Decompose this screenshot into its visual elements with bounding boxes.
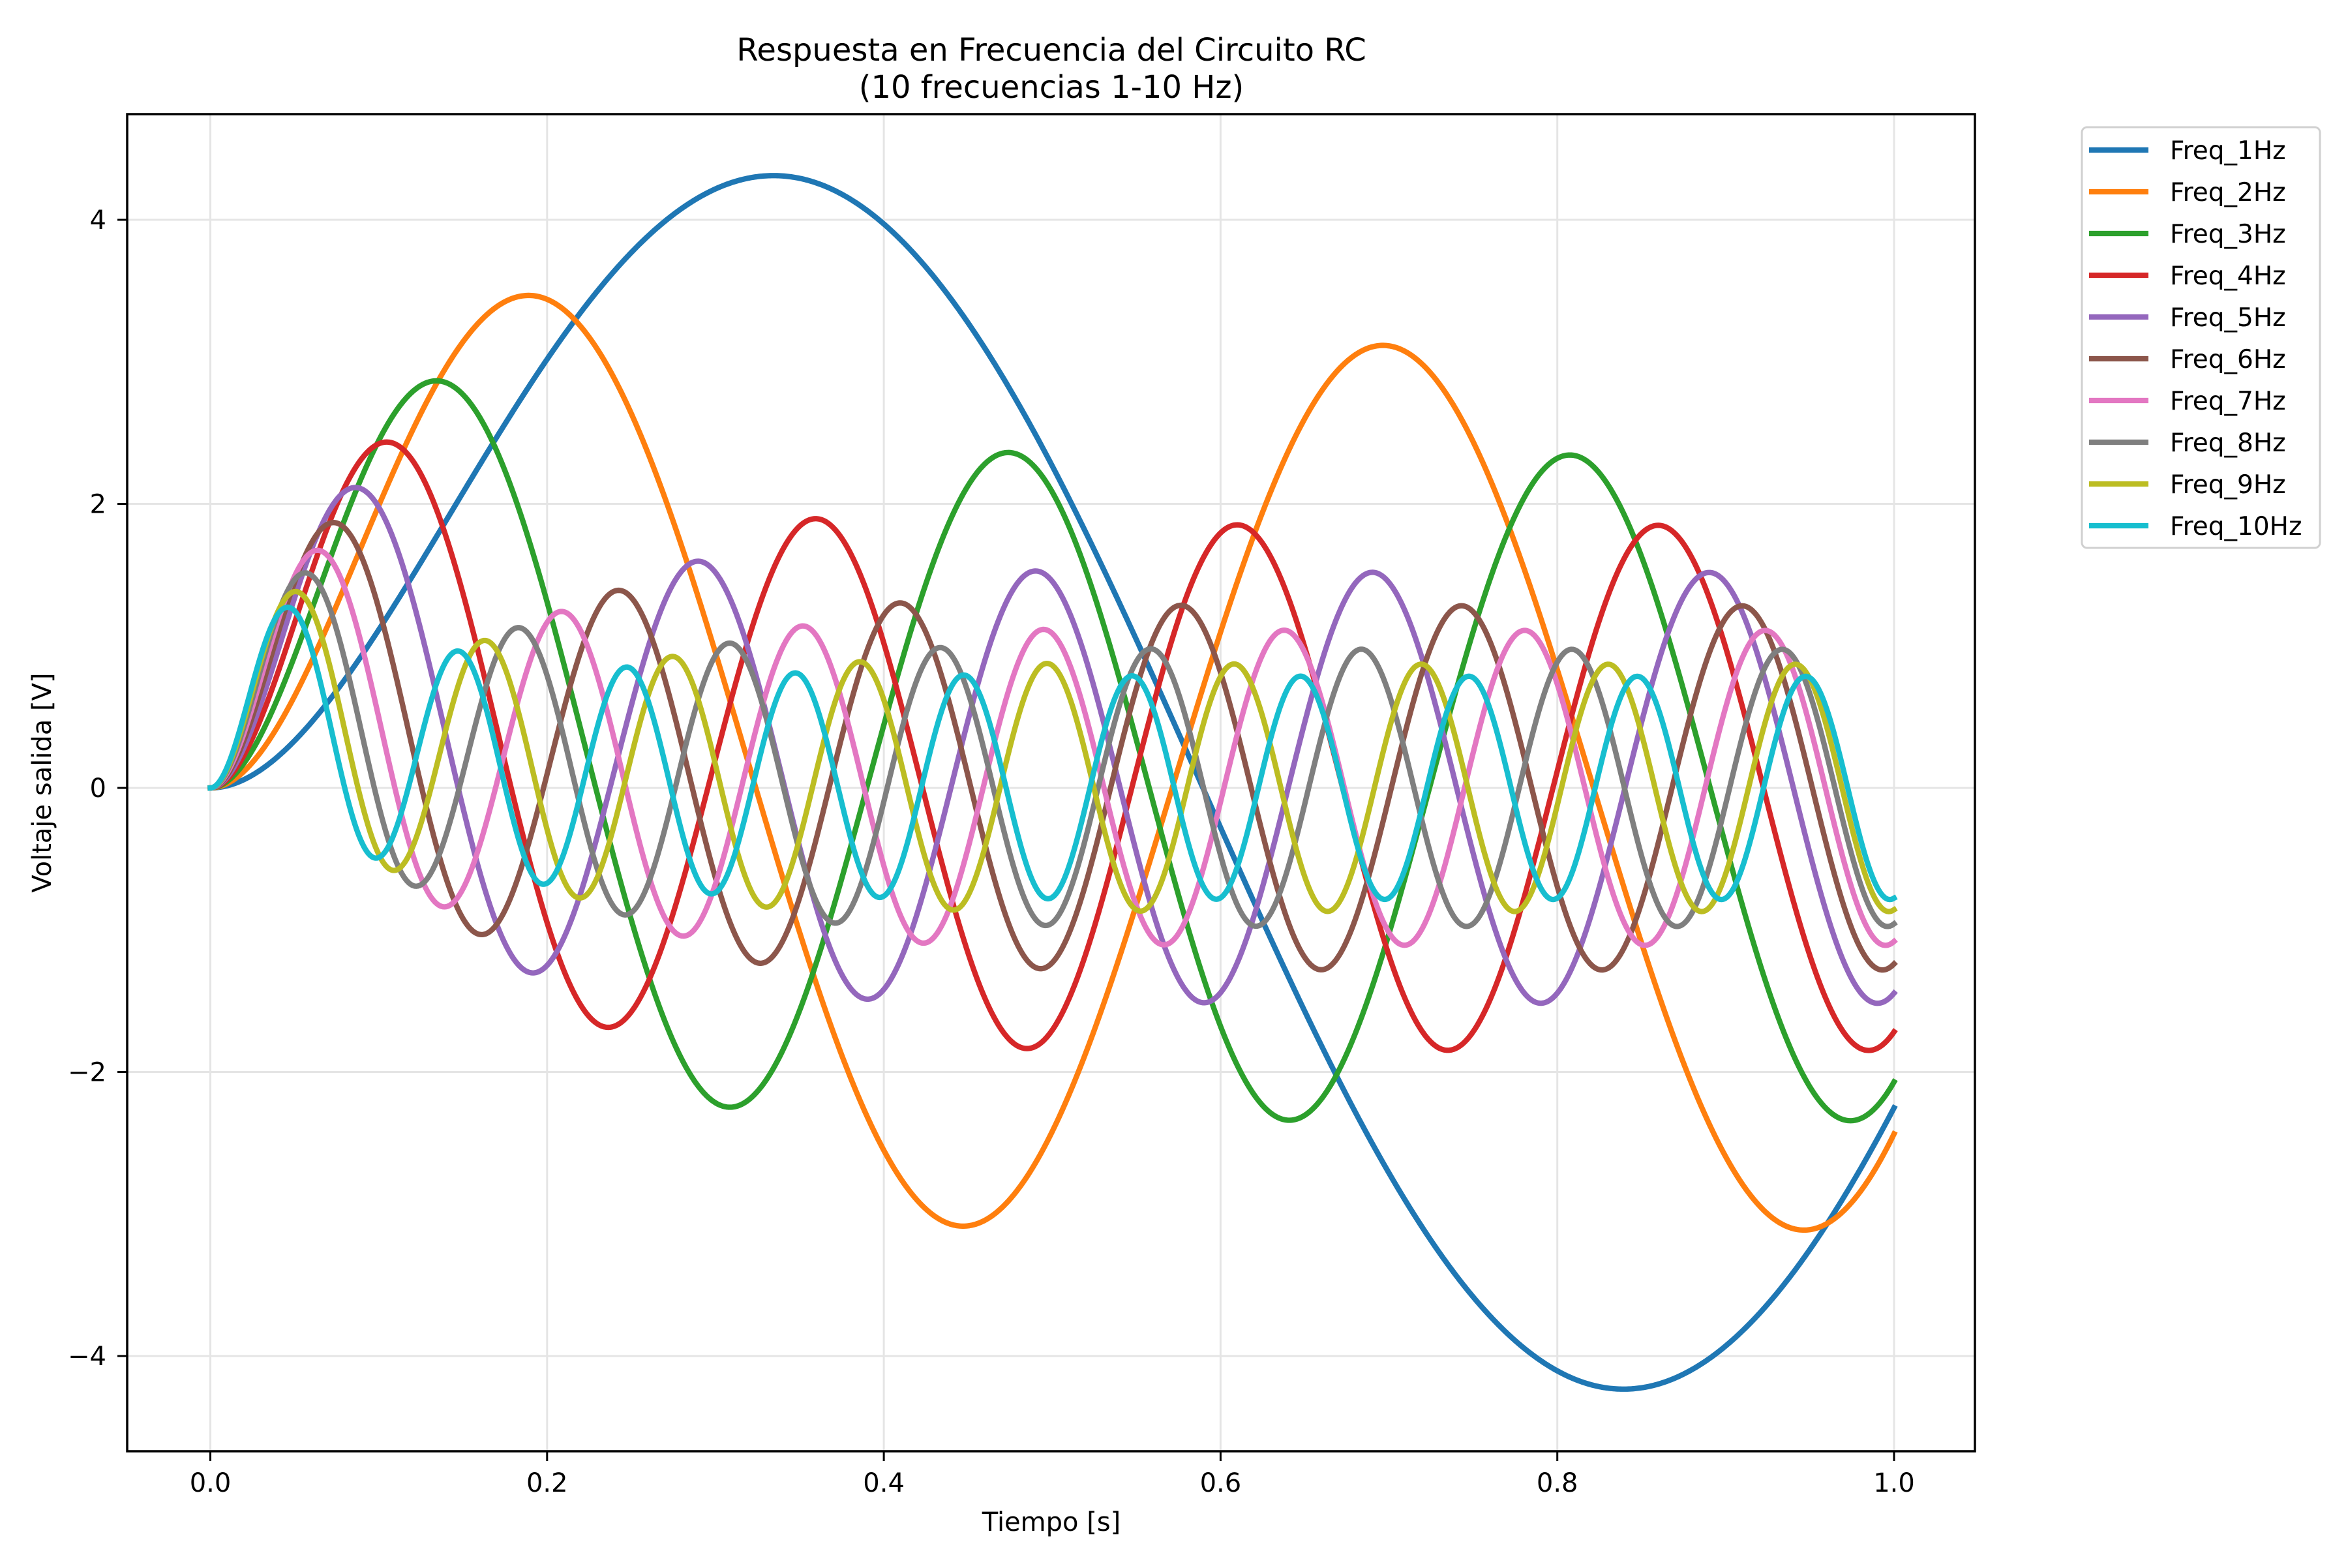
x-axis-ticks: 0.0 0.2 0.4 0.6 0.8 1.0	[190, 1451, 1915, 1498]
legend-label: Freq_5Hz	[2170, 303, 2286, 333]
legend-item: Freq_5Hz	[2089, 303, 2286, 333]
y-axis-label: Voltaje salida [V]	[27, 672, 57, 892]
legend-item: Freq_10Hz	[2089, 512, 2302, 541]
series-line-freq-8hz	[207, 570, 1898, 929]
y-tick-label: 0	[90, 774, 106, 804]
legend-item: Freq_6Hz	[2089, 345, 2286, 374]
series-line-freq-10hz	[207, 604, 1898, 903]
legend-item: Freq_7Hz	[2089, 387, 2286, 416]
legend-items: Freq_1Hz Freq_2Hz Freq_3Hz Freq_4Hz Freq_5Hz…	[2089, 136, 2302, 541]
y-tick-label: −2	[68, 1058, 106, 1088]
series-line-freq-6hz	[207, 520, 1898, 973]
series-line-freq-5hz	[207, 485, 1898, 1006]
y-axis-ticks: 4 2 0 −2 −4	[68, 205, 127, 1372]
series-line-freq-4hz	[207, 439, 1898, 1053]
y-tick-label: 4	[90, 205, 106, 235]
x-axis-label: Tiempo [s]	[982, 1507, 1121, 1537]
legend: Freq_1Hz Freq_2Hz Freq_3Hz Freq_4Hz Freq_5Hz…	[2081, 126, 2321, 549]
y-tick-label: −4	[68, 1342, 106, 1372]
legend-label: Freq_1Hz	[2170, 136, 2286, 166]
legend-label: Freq_9Hz	[2170, 470, 2286, 500]
plot-area: 0.0 0.2 0.4 0.6 0.8 1.0 4 2 0 −2 −4	[68, 113, 1976, 1498]
x-tick-label: 0.2	[526, 1468, 568, 1498]
x-tick-label: 0.0	[190, 1468, 232, 1498]
chart-title-line-1: Respuesta en Frecuencia del Circuito RC	[736, 32, 1366, 68]
series-line-freq-1hz	[207, 173, 1898, 1392]
legend-label: Freq_8Hz	[2170, 429, 2286, 458]
legend-label: Freq_6Hz	[2170, 345, 2286, 374]
legend-label: Freq_3Hz	[2170, 220, 2286, 249]
chart-title-line-2: (10 frecuencias 1-10 Hz)	[859, 69, 1244, 106]
axes-frame	[126, 113, 1976, 1453]
legend-label: Freq_2Hz	[2170, 178, 2286, 207]
series-line-freq-9hz	[207, 588, 1898, 914]
legend-label: Freq_10Hz	[2170, 512, 2302, 541]
x-tick-label: 0.8	[1537, 1468, 1578, 1498]
series-line-freq-3hz	[207, 378, 1898, 1124]
axes-background	[127, 114, 1975, 1451]
x-tick-label: 0.6	[1200, 1468, 1242, 1498]
legend-item: Freq_1Hz	[2089, 136, 2286, 166]
series-line-freq-2hz	[207, 292, 1898, 1233]
x-tick-label: 1.0	[1873, 1468, 1915, 1498]
legend-item: Freq_9Hz	[2089, 470, 2286, 500]
legend-label: Freq_7Hz	[2170, 387, 2286, 416]
series-lines	[207, 173, 1898, 1392]
legend-label: Freq_4Hz	[2170, 262, 2286, 291]
y-tick-label: 2	[90, 490, 106, 520]
legend-item: Freq_3Hz	[2089, 220, 2286, 249]
series-line-freq-7hz	[207, 547, 1898, 948]
legend-item: Freq_2Hz	[2089, 178, 2286, 207]
legend-item: Freq_4Hz	[2089, 262, 2286, 291]
x-tick-label: 0.4	[863, 1468, 905, 1498]
legend-item: Freq_8Hz	[2089, 429, 2286, 458]
